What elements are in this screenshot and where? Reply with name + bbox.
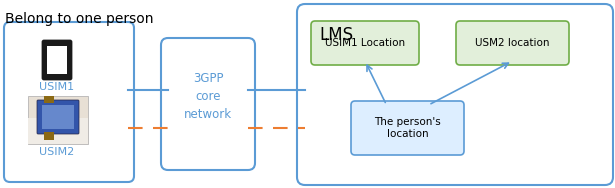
Text: USIM1 Location: USIM1 Location (325, 38, 405, 48)
FancyBboxPatch shape (44, 96, 54, 103)
Text: USM2 location: USM2 location (475, 38, 550, 48)
FancyBboxPatch shape (311, 21, 419, 65)
FancyBboxPatch shape (4, 22, 134, 182)
Text: Belong to one person: Belong to one person (5, 12, 154, 26)
Text: USIM1: USIM1 (39, 82, 74, 92)
FancyBboxPatch shape (297, 4, 613, 185)
FancyBboxPatch shape (44, 132, 54, 140)
Text: USIM2: USIM2 (39, 147, 74, 157)
Text: 3GPP
core
network: 3GPP core network (184, 71, 232, 121)
Text: LMS: LMS (319, 26, 353, 44)
FancyBboxPatch shape (28, 96, 88, 144)
FancyBboxPatch shape (161, 38, 255, 170)
FancyBboxPatch shape (42, 105, 74, 129)
Text: The person's
location: The person's location (374, 117, 441, 139)
FancyBboxPatch shape (37, 100, 79, 134)
FancyBboxPatch shape (43, 41, 71, 79)
FancyBboxPatch shape (351, 101, 464, 155)
FancyBboxPatch shape (456, 21, 569, 65)
FancyBboxPatch shape (47, 46, 67, 74)
FancyBboxPatch shape (28, 118, 88, 144)
